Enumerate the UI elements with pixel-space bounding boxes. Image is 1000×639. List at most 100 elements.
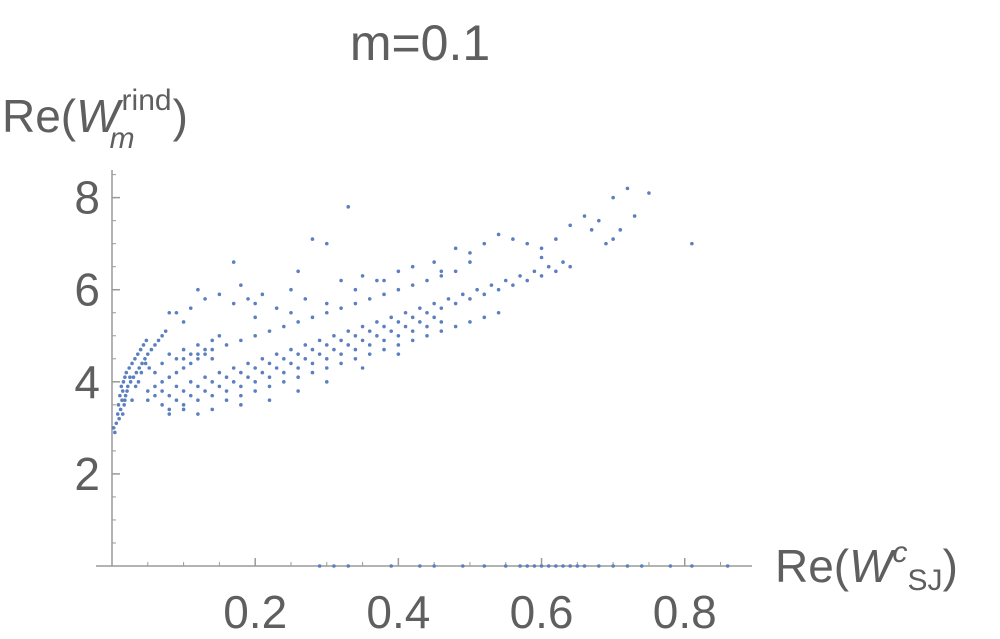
scatter-point [231, 301, 236, 306]
scatter-point [274, 352, 279, 356]
scatter-point [196, 412, 200, 416]
scatter-point [160, 380, 164, 384]
scatter-point [203, 375, 207, 380]
scatter-point [274, 306, 279, 310]
scatter-point [367, 352, 372, 356]
x-tick-label: 0.4 [366, 586, 430, 638]
scatter-point [210, 393, 215, 398]
scatter-point [138, 347, 143, 352]
scatter-point [147, 366, 152, 370]
scatter-point [136, 380, 141, 384]
scatter-point [690, 241, 694, 246]
scatter-point [403, 310, 408, 315]
scatter-point [167, 393, 172, 398]
scatter-point [539, 274, 544, 278]
scatter-point [181, 403, 186, 407]
scatter-point [253, 366, 257, 370]
scatter-point [396, 333, 401, 338]
scatter-point [123, 375, 127, 380]
scatter-point [418, 306, 422, 310]
scatter-point [137, 366, 142, 370]
scatter-point [160, 361, 164, 366]
scatter-point [439, 269, 444, 274]
scatter-point [410, 338, 415, 343]
scatter-point [224, 389, 229, 393]
scatter-point [145, 389, 150, 393]
scatter-point [403, 324, 408, 329]
scatter-point [253, 389, 257, 393]
scatter-point [289, 287, 293, 292]
scatter-point [425, 310, 429, 315]
scatter-point [210, 356, 215, 361]
scatter-point [453, 324, 458, 329]
scatter-point [339, 306, 343, 310]
scatter-point [496, 310, 501, 315]
axis-ticks: 0.2 0.4 0.6 0.8 2 4 6 8 [74, 172, 722, 638]
scatter-point [149, 347, 154, 352]
svg-text:Re(WcSJ): Re(WcSJ) [775, 536, 958, 597]
scatter-point [647, 191, 651, 195]
scatter-point [503, 564, 508, 568]
scatter-point [511, 283, 515, 287]
scatter-point [296, 366, 300, 370]
scatter-point [181, 366, 186, 370]
scatter-point [260, 292, 265, 297]
scatter-point [539, 255, 544, 260]
scatter-point [317, 352, 322, 356]
scatter-point [554, 269, 558, 274]
x-axis-label: Re(WcSJ) [775, 536, 958, 597]
scatter-point [310, 315, 315, 320]
scatter-point [668, 564, 673, 568]
scatter-point [282, 356, 286, 361]
scatter-point [289, 361, 293, 366]
scatter-point [188, 380, 193, 384]
scatter-point [120, 412, 125, 416]
scatter-point [618, 228, 623, 232]
scatter-point [118, 407, 123, 412]
scatter-point [468, 297, 472, 301]
scatter-point [568, 264, 572, 269]
scatter-point [367, 343, 372, 347]
scatter-point [145, 398, 150, 403]
scatter-point [511, 237, 515, 241]
scatter-point [439, 320, 444, 324]
scatter-point [632, 214, 637, 218]
scatter-point [418, 320, 422, 324]
scatter-point [425, 324, 429, 329]
scatter-point [203, 297, 207, 301]
scatter-point [117, 416, 121, 421]
scatter-point [135, 352, 140, 356]
scatter-point [525, 241, 530, 246]
scatter-point [482, 292, 487, 297]
scatter-point [296, 320, 300, 324]
scatter-point [625, 564, 630, 568]
scatter-point [253, 380, 257, 384]
scatter-point [210, 407, 215, 412]
scatter-point [296, 375, 300, 380]
scatter-point [174, 398, 179, 403]
scatter-point [482, 315, 487, 320]
scatter-point [120, 398, 124, 403]
scatter-point [153, 370, 157, 375]
scatter-point [167, 407, 172, 412]
scatter-point [145, 352, 150, 356]
scatter-point [160, 403, 164, 407]
scatter-point [267, 329, 272, 333]
scatter-point [561, 564, 565, 568]
scatter-point [174, 384, 179, 389]
scatter-point [210, 347, 215, 352]
scatter-point [410, 315, 415, 320]
scatter-point [575, 564, 580, 568]
scatter-point [432, 260, 436, 264]
scatter-point [224, 375, 229, 380]
scatter-point [332, 333, 336, 338]
scatter-point [296, 269, 300, 274]
scatter-point [167, 310, 172, 315]
scatter-point [382, 324, 386, 329]
scatter-point [546, 564, 551, 568]
scatter-point [375, 333, 379, 338]
scatter-point [360, 366, 365, 370]
scatter-point [125, 389, 129, 393]
scatter-point [167, 375, 172, 380]
scatter-point [217, 384, 222, 389]
